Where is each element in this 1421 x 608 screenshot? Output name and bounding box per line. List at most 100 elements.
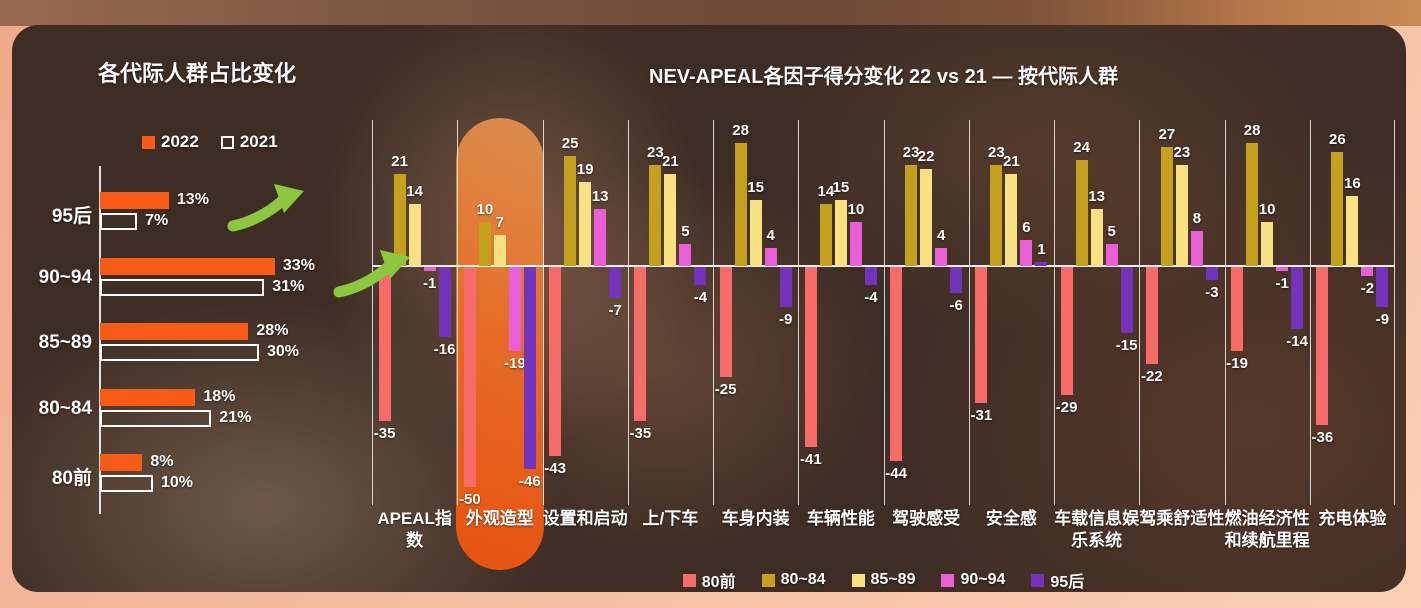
bar [493, 235, 506, 266]
bar-value-label: 4 [936, 227, 946, 245]
left-chart: 95后 13% 7% 90~94 33% 31% 85~89 28% 30% 80~84 18% 21… [28, 166, 410, 520]
bar-value-label: 26 [1329, 130, 1346, 148]
legend-item: 2021 [220, 132, 278, 152]
bar [1120, 267, 1133, 333]
bar-value-label: -2 [1360, 279, 1375, 297]
bar [378, 267, 391, 421]
bar [478, 222, 491, 266]
bar [1231, 267, 1244, 351]
bar [649, 164, 662, 266]
legend-label: 2021 [239, 132, 278, 151]
bar [1145, 267, 1158, 364]
value-label: 31% [272, 277, 305, 295]
bar [1261, 222, 1274, 266]
legend-swatch [761, 573, 775, 587]
legend-label: 80前 [701, 574, 736, 591]
bar-value-label: -50 [459, 491, 481, 508]
bar-value-label: -4 [864, 288, 878, 306]
bar [634, 267, 647, 421]
bar [1060, 267, 1073, 395]
left-chart-title: 各代际人群占比变化 [98, 61, 297, 86]
right-chart: -35 -50 -43 -35 -25 -41 -44 -31 -29 -22 -19 -36 21 10… [372, 120, 1395, 510]
bar-value-label: -9 [778, 310, 793, 328]
bar-value-label: -43 [544, 460, 566, 478]
bar [1105, 244, 1118, 266]
bar-value-label: -29 [1055, 398, 1078, 416]
bar-value-label: 16 [1344, 174, 1361, 192]
trend-up-arrow-icon [227, 182, 307, 237]
value-label: 8% [150, 453, 174, 470]
category-label: 设置和启动 [542, 509, 628, 528]
legend-label: 90~94 [960, 571, 1006, 588]
category-label: 车身内装 [721, 509, 790, 528]
bar-value-label: -4 [693, 288, 708, 306]
separator-line [1394, 120, 1395, 505]
bar [834, 200, 847, 266]
bar [579, 182, 592, 266]
value-label: 30% [267, 343, 300, 360]
bar [549, 267, 562, 457]
separator-line [798, 120, 800, 505]
bar [1331, 151, 1344, 266]
bar [1205, 267, 1218, 281]
bar [764, 248, 777, 266]
bar-value-label: -7 [608, 301, 622, 319]
bar [1346, 195, 1359, 266]
bar-2021 [100, 278, 265, 296]
category-label: APEAL指数 [377, 509, 452, 551]
bar [664, 173, 677, 266]
bar-value-label: -6 [949, 297, 963, 315]
bar [438, 267, 451, 338]
category-label: 驾乘舒适性 [1139, 509, 1225, 528]
right-chart-legend: 80前 80~84 85~89 90~94 95后 [372, 568, 1395, 592]
bar-value-label: 19 [576, 161, 594, 179]
bar [1316, 267, 1329, 426]
separator-line [457, 120, 459, 505]
separator-line [1139, 120, 1141, 505]
bar-value-label: -16 [433, 341, 456, 359]
bar [1005, 173, 1018, 266]
bar [749, 200, 762, 266]
bar-value-label: 15 [832, 179, 850, 196]
bar-value-label: -14 [1286, 332, 1308, 350]
value-label: 10% [161, 474, 194, 491]
bar-value-label: 25 [561, 135, 579, 152]
bar-value-label: 10 [1258, 201, 1276, 218]
bar-value-label: 21 [391, 152, 408, 170]
bar-value-label: 6 [1022, 218, 1031, 236]
bar-value-label: -25 [714, 381, 737, 398]
bar [423, 267, 436, 272]
bar-value-label: 8 [1192, 209, 1202, 227]
category-label: 车辆性能 [806, 509, 875, 528]
separator-line [372, 120, 373, 505]
bar-value-label: 28 [1243, 121, 1261, 139]
bar-value-label: -9 [1375, 310, 1390, 328]
category-label: 车载信息娱 乐系统 [1054, 509, 1140, 551]
row-label: 80~84 [38, 397, 92, 419]
bar-value-label: -36 [1311, 429, 1334, 447]
value-label: 28% [256, 322, 289, 339]
value-label: 7% [145, 212, 169, 229]
bar-value-label: 10 [847, 201, 865, 218]
legend-item: 2022 [142, 132, 199, 152]
bar [890, 267, 903, 461]
bar-value-label: 1 [1037, 240, 1046, 258]
bar-value-label: 13 [1088, 187, 1105, 205]
bar-value-label: -19 [1226, 354, 1248, 372]
value-label: 18% [203, 387, 236, 405]
bar [393, 173, 406, 266]
bar-2022 [100, 388, 196, 406]
bar-value-label: 13 [591, 187, 609, 205]
bar [849, 222, 862, 266]
bar [905, 164, 918, 266]
background-top-strip [0, 0, 1421, 26]
bar-value-label: -3 [1205, 284, 1219, 302]
category-label: 安全感 [985, 509, 1037, 528]
bar-2021 [100, 475, 153, 492]
bar-value-label: 5 [681, 223, 690, 240]
bar [804, 267, 817, 448]
bar [1376, 267, 1389, 307]
bar-value-label: 5 [1107, 223, 1116, 240]
bar [523, 267, 536, 470]
